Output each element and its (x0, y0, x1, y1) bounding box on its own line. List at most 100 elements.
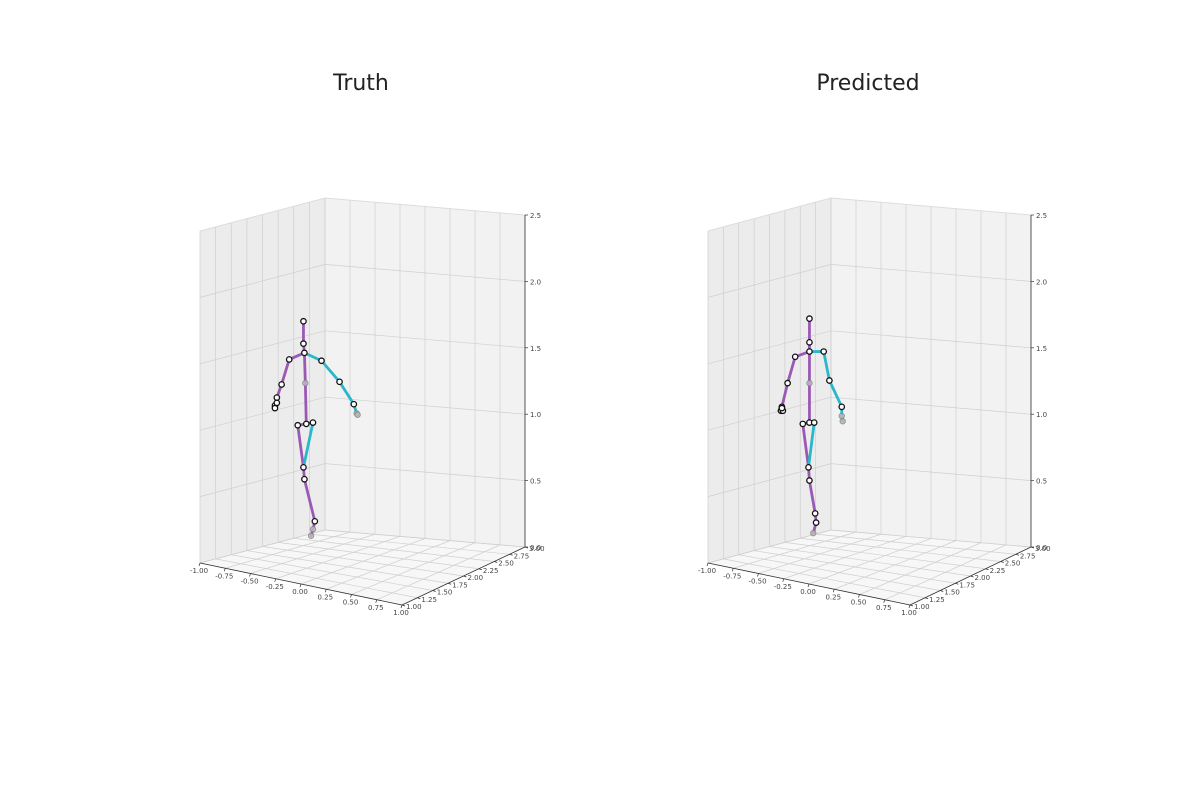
x-tick-mark (782, 578, 785, 582)
x-tick-mark (223, 568, 226, 572)
joint-left-toe (307, 532, 315, 539)
x-tick-mark (832, 589, 835, 593)
x-tick-mark (757, 573, 759, 577)
y-tick-mark (417, 597, 421, 600)
bone-right-elbow-right-wrist (828, 379, 844, 409)
y-tick-mark (478, 568, 482, 571)
x-tick-mark (858, 594, 860, 598)
x-tick-label: -1.00 (190, 567, 208, 575)
joint-spine-mid (302, 379, 309, 387)
x-tick-label: 0.75 (876, 604, 892, 612)
joint-spine-mid (806, 379, 813, 387)
x-tick-mark (350, 594, 352, 598)
y-tick-label: 1.50 (437, 589, 453, 597)
y-tick-label: 3.00 (1035, 545, 1051, 553)
joint-spine-top (806, 348, 813, 355)
y-tick-mark (925, 597, 929, 600)
y-tick-label: 1.25 (929, 596, 945, 604)
x-tick-mark (706, 562, 709, 567)
y-tick-mark (494, 561, 498, 563)
x-tick-label: 0.25 (317, 593, 333, 601)
wall-grid-z (707, 330, 1032, 365)
bone-left-hip-left-knee (296, 423, 305, 469)
floor-grid-y (278, 542, 479, 570)
x-tick-mark (198, 562, 201, 567)
joint-right-hand-b (354, 411, 361, 418)
floor-grid-y (769, 546, 971, 577)
y-tick-label: 2.50 (498, 560, 514, 568)
joint-left-knee (300, 464, 307, 471)
floor-grid-y (784, 542, 986, 570)
bone-right-shoulder-right-elbow (822, 350, 831, 382)
predicted-title: Predicted (816, 71, 919, 96)
y-tick-mark (970, 575, 974, 578)
y-tick-mark (1015, 553, 1019, 556)
y-tick-mark (1000, 561, 1004, 563)
y-tick-label: 2.25 (990, 567, 1006, 575)
joint-right-hand-a (838, 412, 845, 420)
floor-grid-y (815, 533, 1016, 555)
z-tick-label: 2.5 (1036, 212, 1047, 220)
joint-right-elbow (826, 377, 833, 384)
y-tick-label: 1.75 (959, 581, 975, 589)
x-tick-mark (375, 599, 378, 603)
y-tick-mark (940, 590, 944, 592)
joint-left-foot (812, 519, 820, 526)
wall-grid-z (199, 396, 526, 431)
floor-grid-y (723, 558, 926, 599)
x-tick-label: 0.50 (343, 599, 359, 607)
floor-grid-y (262, 546, 464, 577)
y-tick-label: 2.00 (975, 574, 991, 582)
z-tick-label: 0.5 (1036, 478, 1047, 486)
bone-left-elbow-left-wrist (780, 381, 789, 409)
y-tick-label: 1.00 (406, 603, 422, 611)
x-tick-label: 0.25 (825, 593, 841, 601)
z-tick-label: 1.0 (1036, 411, 1047, 419)
z-tick-label: 2.0 (1036, 278, 1047, 286)
x-tick-label: 0.00 (800, 588, 816, 596)
bone-spine-top-spine-mid (302, 351, 307, 385)
joint-left-hand-b (271, 404, 279, 412)
wall-grid-z (707, 396, 1032, 431)
joint-head-top (806, 315, 813, 322)
joint-left-ankle (311, 517, 319, 525)
bone-left-hip-left-knee (801, 422, 810, 469)
floor-pane (708, 530, 1031, 605)
x-tick-label: -0.75 (723, 572, 741, 580)
x-tick-label: -1.00 (698, 567, 716, 575)
y-tick-label: 2.00 (468, 574, 484, 582)
joint-left-hand-c (778, 404, 786, 412)
skeleton (777, 315, 846, 537)
y-tick-mark (401, 604, 406, 607)
bone-right-hip-left-knee (807, 421, 816, 469)
wall-grid-z (707, 529, 1032, 564)
x-tick-mark (274, 578, 277, 582)
truth-title: Truth (332, 71, 389, 96)
predicted-panel: Predicted -1.00 -0.75 -0.50 -0.25 0.00 0.25 0.… (698, 71, 1051, 617)
y-tick-mark (955, 582, 959, 585)
z-tick-label: 1.5 (1036, 345, 1047, 353)
floor-grid-y (738, 554, 941, 591)
joint-left-hand-c (273, 399, 281, 407)
y-tick-label: 1.50 (944, 589, 960, 597)
x-tick-mark (908, 604, 911, 609)
x-tick-label: 0.75 (368, 604, 384, 612)
skeleton (271, 317, 361, 539)
wall-grid-z (199, 529, 526, 564)
x-tick-label: -0.50 (748, 578, 766, 586)
y-tick-mark (463, 575, 467, 578)
joint-left-elbow (784, 379, 791, 387)
joint-right-shoulder (318, 357, 325, 365)
x-tick-mark (731, 568, 734, 572)
x-tick-label: 0.00 (292, 588, 308, 596)
joint-right-wrist (350, 400, 358, 408)
y-tick-mark (432, 590, 436, 592)
floor-grid-y (246, 550, 449, 584)
x-tick-mark (324, 589, 327, 593)
joint-neck (806, 338, 813, 346)
joint-left-elbow (278, 381, 285, 388)
bone-right-shoulder-right-elbow (320, 359, 341, 384)
joint-spine-top (301, 349, 308, 357)
floor-grid-y (293, 537, 495, 562)
